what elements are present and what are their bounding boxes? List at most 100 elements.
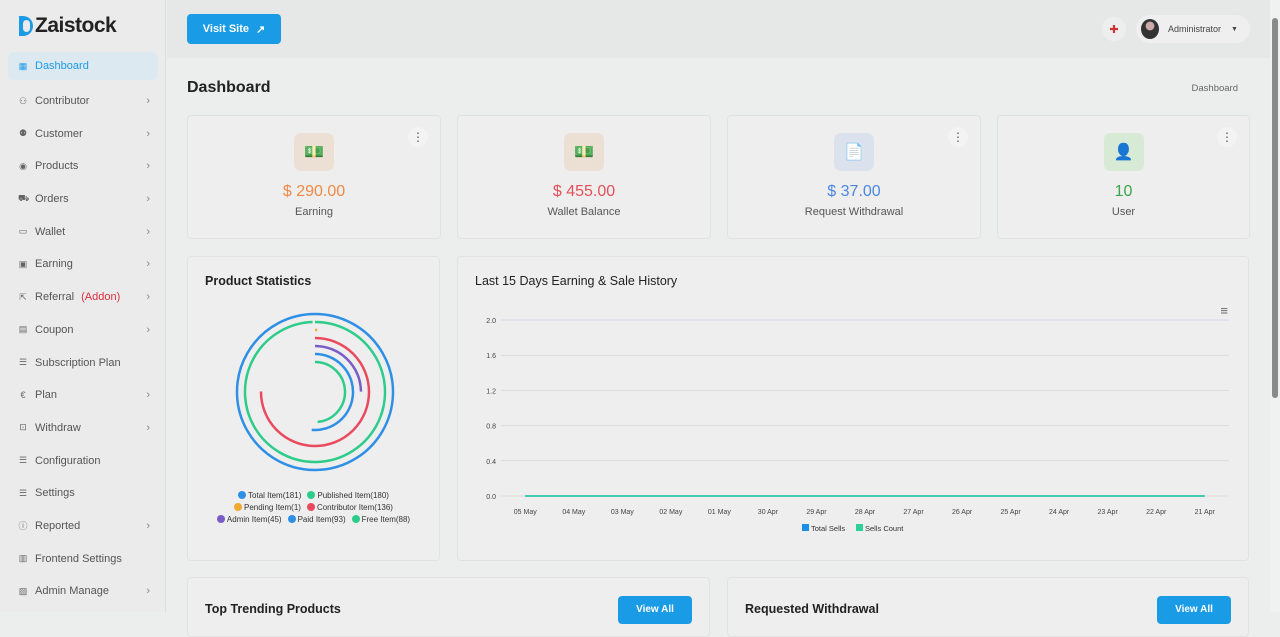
sidebar-item-dashboard[interactable]: ▦Dashboard xyxy=(8,52,158,80)
legend-label[interactable]: Total Sells xyxy=(811,524,845,533)
sidebar-item-label: Plan xyxy=(35,389,57,401)
y-tick-label: 0.4 xyxy=(486,459,496,466)
x-tick-label: 25 Apr xyxy=(1000,509,1021,516)
sidebar-item-label: Admin Manage xyxy=(35,585,109,597)
language-flag-icon[interactable]: ✚ xyxy=(1102,17,1126,41)
legend-label: Admin Item(45) xyxy=(227,515,282,524)
sidebar-item-frontend-settings[interactable]: ▥Frontend Settings xyxy=(8,542,158,575)
legend-item[interactable]: Published Item(180) xyxy=(307,491,389,500)
stat-card-wallet-balance: 💵 $ 455.00 Wallet Balance xyxy=(457,115,711,239)
legend-label[interactable]: Sells Count xyxy=(865,524,904,533)
visit-site-button[interactable]: Visit Site↗ xyxy=(187,14,281,44)
legend-dot-icon xyxy=(307,491,315,499)
sidebar-item-label: Orders xyxy=(35,193,69,205)
stat-icon: 💵 xyxy=(564,133,604,171)
sidebar-item-coupon[interactable]: ▤Coupon› xyxy=(8,314,158,347)
legend-dot-icon xyxy=(217,515,225,523)
chart-legend-row: Pending Item(1) Contributor Item(136) xyxy=(188,503,439,512)
addon-badge: (Addon) xyxy=(81,291,120,303)
stat-label: Wallet Balance xyxy=(458,206,710,218)
sidebar-item-label: Products xyxy=(35,160,78,172)
stat-icon: 💵 xyxy=(294,133,334,171)
chevron-right-icon: › xyxy=(146,95,150,107)
box-icon: ◉ xyxy=(18,161,28,172)
sidebar-item-products[interactable]: ◉Products› xyxy=(8,150,158,183)
sidebar-item-withdraw[interactable]: ⊡Withdraw› xyxy=(8,412,158,445)
sidebar-item-label: Reported xyxy=(35,520,80,532)
chevron-right-icon: › xyxy=(146,520,150,532)
view-all-trending-button[interactable]: View All xyxy=(618,596,692,624)
user-menu[interactable]: Administrator▼ xyxy=(1136,15,1250,43)
legend-item[interactable]: Free Item(88) xyxy=(352,515,410,524)
sidebar-item-plan[interactable]: €Plan› xyxy=(8,379,158,412)
chevron-right-icon: › xyxy=(146,128,150,140)
chevron-right-icon: › xyxy=(146,585,150,597)
x-tick-label: 29 Apr xyxy=(806,509,827,516)
stat-card-user: ⋮👤 10 User xyxy=(997,115,1250,239)
y-tick-label: 0.8 xyxy=(486,424,496,431)
sidebar-item-label: Dashboard xyxy=(35,60,89,72)
legend-item[interactable]: Contributor Item(136) xyxy=(307,503,393,512)
page-title: Dashboard xyxy=(187,79,271,97)
x-tick-label: 22 Apr xyxy=(1146,509,1167,516)
sidebar-item-label: Settings xyxy=(35,487,75,499)
sidebar-item-contributor[interactable]: ⚇Contributor› xyxy=(8,85,158,118)
top-trending-card: Top Trending Products View All xyxy=(187,577,710,637)
chevron-right-icon: › xyxy=(146,226,150,238)
users-icon: ⚉ xyxy=(18,128,28,139)
sidebar-item-label: Referral xyxy=(35,291,74,303)
sidebar-item-label: Frontend Settings xyxy=(35,553,122,565)
sidebar-item-label: Contributor xyxy=(35,95,89,107)
sidebar-item-admin-manage[interactable]: ▨Admin Manage› xyxy=(8,575,158,608)
chart-legend-row: Total Item(181) Published Item(180) xyxy=(188,491,439,500)
stack-icon: ☰ xyxy=(18,455,28,466)
sidebar-item-settings[interactable]: ☰Settings xyxy=(8,477,158,510)
sidebar-item-orders[interactable]: ⛟Orders› xyxy=(8,183,158,216)
sidebar-item-configuration[interactable]: ☰Configuration xyxy=(8,444,158,477)
chevron-right-icon: › xyxy=(146,324,150,336)
sidebar-item-customer[interactable]: ⚉ Customer › xyxy=(8,117,158,150)
sidebar-item-earning[interactable]: ▣Earning› xyxy=(8,248,158,281)
radial-bar-free-item xyxy=(315,362,345,422)
radial-chart xyxy=(188,307,441,507)
more-options-icon[interactable]: ⋮ xyxy=(1217,127,1237,147)
sidebar-item-subscription-plan[interactable]: ☰Subscription Plan xyxy=(8,346,158,379)
legend-item[interactable]: Admin Item(45) xyxy=(217,515,282,524)
sidebar-item-label: Withdraw xyxy=(35,422,81,434)
more-options-icon[interactable]: ⋮ xyxy=(408,127,428,147)
legend-label: Total Item(181) xyxy=(248,491,301,500)
stat-label: User xyxy=(998,206,1249,218)
stat-label: Earning xyxy=(188,206,440,218)
breadcrumb[interactable]: Dashboard xyxy=(1192,83,1238,94)
stat-card-earning: ⋮ 💵 $ 290.00 Earning xyxy=(187,115,441,239)
logo[interactable]: Zaistock xyxy=(19,14,116,38)
sidebar-item-label: Subscription Plan xyxy=(35,357,121,369)
money-icon: ▣ xyxy=(18,259,28,270)
view-all-withdrawal-button[interactable]: View All xyxy=(1157,596,1231,624)
legend-item[interactable]: Paid Item(93) xyxy=(288,515,346,524)
radial-bar-admin-item xyxy=(315,346,361,392)
external-link-icon: ↗ xyxy=(256,23,265,36)
legend-item[interactable]: Total Item(181) xyxy=(238,491,301,500)
product-statistics-card: Product Statistics Total Item(181)Publis… xyxy=(187,256,440,561)
stat-value: $ 37.00 xyxy=(728,183,980,201)
sidebar-item-wallet[interactable]: ▭Wallet› xyxy=(8,215,158,248)
legend-label: Free Item(88) xyxy=(362,515,410,524)
legend-dot-icon xyxy=(307,503,315,511)
y-tick-label: 1.2 xyxy=(486,388,496,395)
sidebar-item-label: Coupon xyxy=(35,324,74,336)
sidebar-nav: ▦Dashboard⚇Contributor›⚉Customer›◉Produc… xyxy=(8,52,158,608)
stat-value: $ 290.00 xyxy=(188,183,440,201)
legend-swatch-icon xyxy=(802,524,809,531)
stat-card-request-withdrawal: ⋮📄 $ 37.00 Request Withdrawal xyxy=(727,115,981,239)
more-options-icon[interactable]: ⋮ xyxy=(948,127,968,147)
radial-bar-paid-item xyxy=(312,354,353,430)
logo-mark-icon xyxy=(19,16,33,36)
scrollbar[interactable] xyxy=(1270,0,1280,612)
legend-item[interactable]: Pending Item(1) xyxy=(234,503,301,512)
sidebar-item-referral[interactable]: ⇱Referral(Addon)› xyxy=(8,281,158,314)
sidebar-item-label: Customer xyxy=(35,128,83,140)
x-tick-label: 05 May xyxy=(514,509,537,516)
x-tick-label: 26 Apr xyxy=(952,509,973,516)
